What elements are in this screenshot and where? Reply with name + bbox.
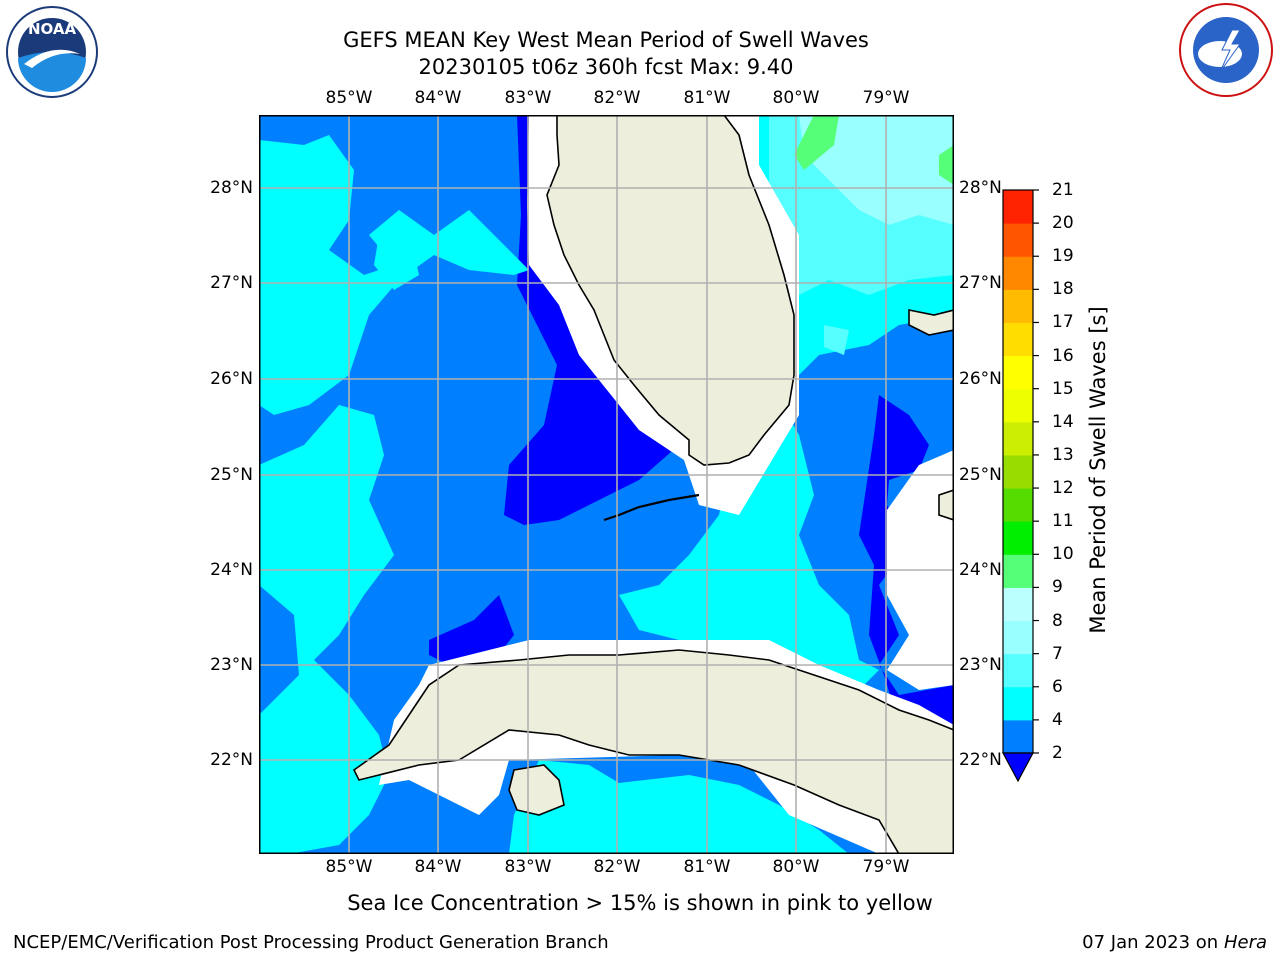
lat-label-left: 27°N xyxy=(210,273,253,293)
colorbar-segment xyxy=(1003,223,1033,257)
colorbar-label: 15 xyxy=(1052,378,1074,399)
swell-period-map xyxy=(259,115,954,854)
contour-8-9-ne xyxy=(799,115,954,225)
lat-label-right: 25°N xyxy=(959,465,1002,485)
lon-label-bottom: 81°W xyxy=(683,857,731,877)
date-text: 07 Jan 2023 on xyxy=(1082,932,1219,953)
nws-logo-icon xyxy=(1179,3,1273,97)
machine-name: Hera xyxy=(1223,932,1267,953)
colorbar-label: 7 xyxy=(1052,643,1063,664)
contour-9-10-patch xyxy=(794,115,839,170)
lon-label-bottom: 79°W xyxy=(862,857,910,877)
colorbar-segment xyxy=(1003,620,1033,655)
lat-label-right: 22°N xyxy=(959,750,1002,770)
colorbar-segment xyxy=(1003,256,1033,290)
lon-label-top: 85°W xyxy=(325,88,373,108)
land-andros xyxy=(908,309,954,336)
colorbar-outline xyxy=(1002,189,1034,754)
land-florida xyxy=(546,115,795,466)
contour-4-6-sw xyxy=(259,405,394,854)
lon-label-bottom: 80°W xyxy=(772,857,820,877)
chart-subtitle: 20230105 t06z 360h fcst Max: 9.40 xyxy=(418,55,794,79)
lon-label-bottom: 83°W xyxy=(504,857,552,877)
colorbar-label: 12 xyxy=(1052,478,1074,499)
colorbar-segment xyxy=(1003,355,1033,390)
colorbar-label: 14 xyxy=(1052,411,1074,432)
lat-label-right: 28°N xyxy=(959,178,1002,198)
colorbar-label: 2 xyxy=(1052,743,1063,763)
noaa-logo-icon xyxy=(6,6,98,98)
lat-label-left: 28°N xyxy=(210,178,253,198)
colorbar-label: 19 xyxy=(1052,246,1074,267)
noaa-logo-text: NOAA xyxy=(28,20,77,38)
colorbar-title: Mean Period of Swell Waves [s] xyxy=(1086,306,1110,634)
lon-label-bottom: 82°W xyxy=(593,857,641,877)
lon-label-top: 82°W xyxy=(593,88,641,108)
lat-label-right: 26°N xyxy=(959,369,1002,389)
credit-text: NCEP/EMC/Verification Post Processing Pr… xyxy=(13,932,609,953)
lon-label-top: 79°W xyxy=(862,88,910,108)
lat-label-left: 23°N xyxy=(210,655,253,675)
lat-label-left: 26°N xyxy=(210,369,253,389)
colorbar-segment xyxy=(1003,190,1033,224)
colorbar xyxy=(1001,189,1039,783)
colorbar-label: 9 xyxy=(1052,577,1063,598)
colorbar-segment xyxy=(1003,421,1033,456)
colorbar-segment xyxy=(1003,388,1033,423)
land-bahamas-edge xyxy=(938,489,954,521)
colorbar-label: 10 xyxy=(1052,544,1074,565)
land-isla-juventud xyxy=(508,764,565,816)
contour-below-2-east xyxy=(859,395,954,725)
lon-label-top: 81°W xyxy=(683,88,731,108)
colorbar-segment xyxy=(1003,488,1033,522)
colorbar-label: 4 xyxy=(1052,709,1063,730)
colorbar-label: 8 xyxy=(1052,610,1063,631)
lon-label-top: 83°W xyxy=(504,88,552,108)
colorbar-segment xyxy=(1003,686,1033,721)
colorbar-label: 11 xyxy=(1052,511,1074,532)
lon-label-bottom: 85°W xyxy=(325,857,373,877)
lon-label-top: 80°W xyxy=(772,88,820,108)
colorbar-segment xyxy=(1003,322,1033,357)
colorbar-label: 6 xyxy=(1052,676,1063,697)
colorbar-under-triangle xyxy=(1001,752,1035,783)
graticule xyxy=(259,115,954,854)
contour-4-6-blob1 xyxy=(374,230,419,290)
colorbar-segment xyxy=(1003,454,1033,489)
contour-4-6-central xyxy=(619,400,879,690)
florida-keys xyxy=(603,493,700,522)
contour-4-6-south xyxy=(509,760,849,854)
lat-label-left: 25°N xyxy=(210,465,253,485)
lat-label-left: 22°N xyxy=(210,750,253,770)
colorbar-label: 17 xyxy=(1052,312,1074,333)
colorbar-label: 21 xyxy=(1052,180,1074,200)
colorbar-segment xyxy=(1003,289,1033,323)
colorbar-segment xyxy=(1003,719,1033,754)
colorbar-label: 20 xyxy=(1052,213,1074,234)
colorbar-segment xyxy=(1003,653,1033,688)
contour-6-8-blob xyxy=(824,325,849,355)
lat-label-right: 23°N xyxy=(959,655,1002,675)
contour-below-2-patch xyxy=(429,595,514,665)
lon-label-bottom: 84°W xyxy=(414,857,462,877)
lat-label-right: 27°N xyxy=(959,273,1002,293)
contour-9-10-edge xyxy=(939,145,954,185)
chart-title: GEFS MEAN Key West Mean Period of Swell … xyxy=(343,28,869,52)
colorbar-segment xyxy=(1003,587,1033,622)
lon-label-top: 84°W xyxy=(414,88,462,108)
colorbar-label: 13 xyxy=(1052,444,1074,465)
colorbar-segment xyxy=(1003,521,1033,555)
date-stamp: 07 Jan 2023 on Hera xyxy=(1082,932,1267,953)
lat-label-right: 24°N xyxy=(959,560,1002,580)
sea-ice-note: Sea Ice Concentration > 15% is shown in … xyxy=(347,891,933,915)
colorbar-segment xyxy=(1003,554,1033,588)
lat-label-left: 24°N xyxy=(210,560,253,580)
colorbar-label: 18 xyxy=(1052,279,1074,300)
land-cuba xyxy=(352,649,954,854)
colorbar-label: 16 xyxy=(1052,345,1074,366)
